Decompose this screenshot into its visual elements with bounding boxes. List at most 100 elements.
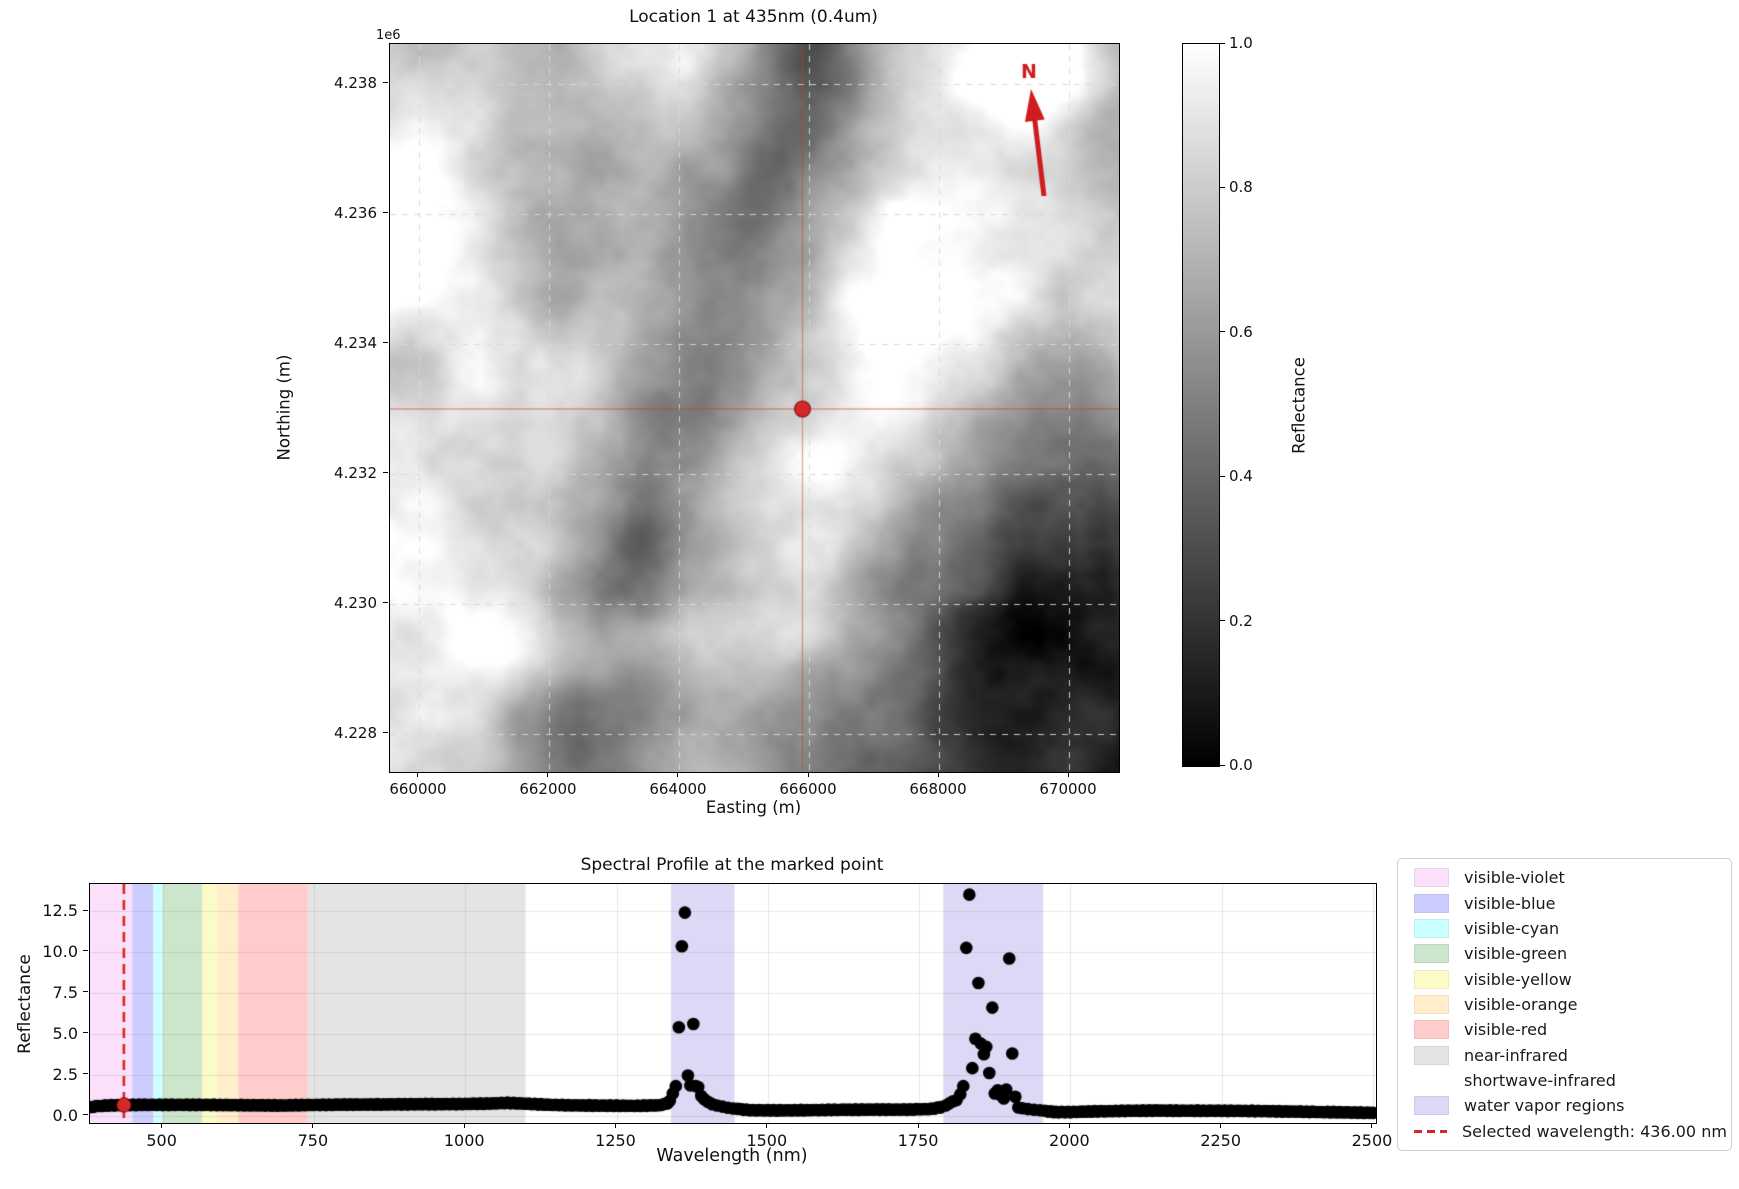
spectral-x-tick [917,1123,919,1128]
map-x-tick [677,772,679,777]
map-y-tick [383,342,388,344]
spectral-xlabel: Wavelength (nm) [656,1146,808,1166]
map-y-tick [383,602,388,604]
map-x-tick-label: 670000 [1039,780,1097,798]
spectral-y-tick-label: 7.5 [52,982,78,1002]
map-ylabel: Northing (m) [274,354,294,461]
spectral-plot[interactable] [90,884,1376,1123]
spectral-x-tick [312,1123,314,1128]
map-y-tick [383,472,388,474]
spectral-x-tick-label: 750 [297,1131,329,1150]
legend-item-label: visible-cyan [1464,918,1560,938]
spectral-x-tick-label: 2500 [1351,1131,1393,1150]
colorbar-tick-label: 0.0 [1229,756,1253,774]
spectral-y-tick [83,1114,88,1116]
spectral-x-tick [1220,1123,1222,1128]
legend-item: visible-green [1414,942,1731,966]
map-x-tick [807,772,809,777]
legend-dashed-line-swatch [1414,1123,1447,1140]
map-x-tick [1067,772,1069,777]
spectral-y-tick [83,1032,88,1034]
spectral-x-tick [766,1123,768,1128]
selected-wavelength-line-sample [1414,1129,1447,1133]
legend-item-label: water vapor regions [1464,1096,1625,1116]
map-x-tick-label: 660000 [389,780,447,798]
spectral-x-tick-label: 1000 [443,1131,485,1150]
legend-item-label: visible-yellow [1464,969,1572,989]
colorbar-tick [1220,331,1225,333]
legend-item-label: visible-red [1464,1020,1548,1040]
map-x-tick-label: 666000 [779,780,837,798]
map-x-tick-label: 664000 [649,780,707,798]
colorbar-tick-label: 1.0 [1229,34,1253,52]
colorbar-label: Reflectance [1289,357,1308,454]
spectral-y-tick [83,991,88,993]
spectral-x-tick-label: 1500 [746,1131,788,1150]
legend-item-label: visible-blue [1464,893,1556,913]
spectral-x-tick [615,1123,616,1128]
colorbar-tick-label: 0.4 [1229,467,1253,486]
spectral-y-tick [83,950,88,952]
spectral-title: Spectral Profile at the marked point [580,855,884,875]
map-y-tick-label: 4.230 [334,593,377,612]
colorbar-tick-label: 0.2 [1229,611,1253,630]
legend-item: near-infrared [1414,1043,1731,1067]
spectral-x-tick-label: 2250 [1200,1131,1242,1150]
legend-item-label: Selected wavelength: 436.00 nm [1462,1121,1727,1141]
legend-item: visible-red [1414,1018,1731,1042]
spectral-ylabel: Reflectance [15,954,35,1054]
legend-item-label: visible-violet [1464,868,1565,888]
legend-item-label: visible-green [1464,944,1568,964]
map-y-tick-label: 4.236 [334,203,377,222]
map-image[interactable] [390,44,1119,772]
spectral-y-tick [83,1073,88,1075]
spectral-x-tick-label: 2000 [1049,1131,1090,1150]
map-axes[interactable] [389,43,1120,773]
spectral-x-tick-label: 1250 [595,1131,636,1150]
colorbar-tick [1220,186,1225,188]
legend-color-swatch [1414,918,1449,938]
legend-item: visible-yellow [1414,967,1731,991]
map-x-tick [547,772,549,777]
legend: visible-violet visible-blue visible-cyan vi… [1397,858,1732,1151]
map-axis-offset-label: 1e6 [376,28,401,43]
legend-color-swatch [1414,944,1449,964]
map-x-tick [937,772,939,777]
spectral-y-tick [83,909,88,911]
legend-item: visible-orange [1414,992,1731,1016]
legend-color-swatch [1414,1096,1449,1116]
spectral-x-tick-label: 500 [146,1131,177,1150]
spectral-y-tick-label: 10.0 [42,941,78,961]
legend-item: Selected wavelength: 436.00 nm [1414,1119,1731,1143]
map-y-tick-label: 4.228 [334,723,377,742]
spectral-y-tick-label: 2.5 [52,1064,78,1084]
map-title: Location 1 at 435nm (0.4um) [629,7,878,27]
colorbar-tick-label: 0.8 [1229,178,1253,197]
legend-item-label: shortwave-infrared [1464,1071,1616,1091]
legend-item-label: visible-orange [1464,994,1578,1014]
spectral-x-tick-label: 1750 [897,1131,939,1150]
map-x-tick-label: 668000 [909,780,967,798]
legend-color-swatch [1414,1045,1449,1065]
colorbar-tick [1220,620,1225,622]
map-y-tick [383,82,388,84]
legend-item: visible-violet [1414,866,1731,890]
spectral-y-tick-label: 5.0 [52,1023,78,1043]
map-x-tick [417,772,419,777]
spectral-x-tick [463,1123,465,1128]
legend-color-swatch [1414,969,1449,989]
colorbar-tick [1220,475,1225,477]
colorbar [1182,43,1220,767]
legend-item: water vapor regions [1414,1094,1731,1118]
map-y-tick-label: 4.234 [334,333,377,352]
colorbar-tick [1220,764,1225,766]
legend-color-swatch [1414,893,1449,913]
legend-item: shortwave-infrared [1414,1069,1731,1093]
spectral-axes[interactable] [89,883,1377,1124]
legend-color-swatch [1414,1020,1449,1040]
map-y-tick [383,732,388,734]
legend-item: visible-cyan [1414,916,1731,940]
spectral-y-tick-label: 12.5 [42,901,78,920]
legend-color-swatch [1414,1071,1449,1091]
